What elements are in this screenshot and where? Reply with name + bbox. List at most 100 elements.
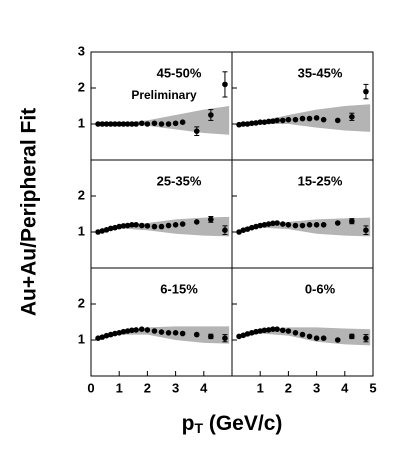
- data-point: [313, 222, 320, 228]
- data-point: [112, 224, 118, 231]
- data-point: [138, 222, 145, 229]
- data-point: [236, 229, 242, 235]
- data-point: [103, 121, 110, 127]
- data-point: [172, 120, 179, 127]
- data-point: [244, 331, 251, 337]
- data-point: [95, 121, 101, 127]
- data-point: [179, 221, 186, 227]
- data-point: [165, 330, 172, 336]
- data-point: [222, 81, 228, 88]
- data-point: [158, 121, 165, 127]
- panel-title: 0-6%: [305, 281, 336, 296]
- data-point: [320, 222, 327, 228]
- data-point: [306, 115, 313, 122]
- data-point: [334, 117, 341, 124]
- data-point: [222, 335, 228, 342]
- x-axis-label: pT (GeV/c): [182, 412, 283, 436]
- data-point: [107, 121, 114, 127]
- x-tick-label: 4: [200, 380, 208, 395]
- data-point: [222, 227, 228, 233]
- data-point: [274, 117, 280, 124]
- data-point: [179, 119, 186, 125]
- data-point: [240, 332, 247, 339]
- y-tick-label: 2: [78, 295, 85, 310]
- data-point: [95, 229, 101, 235]
- data-point: [144, 121, 151, 127]
- x-tick-label: 3: [172, 380, 179, 395]
- data-point: [236, 121, 242, 128]
- data-point: [299, 222, 306, 229]
- data-point: [144, 223, 151, 229]
- data-point: [116, 330, 122, 336]
- x-label-main: p: [182, 412, 195, 435]
- panel-title: 35-45%: [298, 65, 343, 80]
- x-tick-label: 2: [285, 380, 292, 395]
- data-point: [129, 327, 135, 334]
- data-point: [270, 326, 276, 333]
- data-point: [129, 222, 135, 228]
- data-point: [334, 337, 341, 343]
- data-point: [257, 222, 264, 229]
- systematic-band: [96, 106, 230, 135]
- x-tick-label: 1: [116, 380, 123, 395]
- data-point: [99, 334, 106, 340]
- data-point: [95, 335, 101, 342]
- data-point: [236, 333, 242, 340]
- data-point: [120, 328, 127, 335]
- data-point: [285, 222, 292, 228]
- y-tick-label: 1: [78, 115, 85, 130]
- data-point: [144, 327, 151, 333]
- data-point: [193, 331, 200, 338]
- y-axis-label: Au+Au/Peripheral Fit: [18, 108, 41, 316]
- y-tick-label: 2: [78, 79, 85, 94]
- x-label-rest: (GeV/c): [203, 412, 282, 435]
- data-point: [299, 331, 306, 338]
- data-point: [133, 222, 139, 228]
- data-point: [292, 116, 299, 123]
- data-point: [99, 228, 106, 234]
- data-point: [208, 333, 214, 340]
- data-point: [133, 327, 139, 333]
- data-point: [244, 226, 251, 232]
- data-point: [274, 326, 280, 333]
- data-point: [112, 121, 118, 127]
- x-tick-label: 5: [369, 380, 376, 395]
- y-tick-label: 3: [78, 43, 85, 58]
- data-point: [261, 327, 268, 334]
- data-point: [265, 327, 272, 333]
- data-point: [292, 222, 299, 229]
- x-tick-label: 3: [313, 380, 320, 395]
- data-point: [363, 227, 369, 233]
- x-label-sub: T: [194, 420, 203, 436]
- data-point: [124, 328, 131, 334]
- data-point: [248, 224, 255, 231]
- data-point: [172, 222, 179, 228]
- data-point: [253, 223, 259, 230]
- data-point: [349, 333, 355, 340]
- data-point: [193, 219, 200, 225]
- data-point: [265, 118, 272, 125]
- data-point: [279, 221, 286, 227]
- annotation: Preliminary: [131, 88, 197, 102]
- data-point: [107, 225, 114, 232]
- data-point: [138, 120, 145, 127]
- data-point: [124, 121, 131, 127]
- y-tick-label: 1: [78, 223, 85, 238]
- data-point: [116, 223, 122, 230]
- data-point: [253, 120, 259, 126]
- data-point: [270, 220, 276, 227]
- data-point: [151, 120, 158, 127]
- data-point: [103, 332, 110, 339]
- data-point: [363, 335, 369, 342]
- data-point: [248, 330, 255, 336]
- data-point: [279, 327, 286, 334]
- data-point: [279, 117, 286, 124]
- data-point: [129, 121, 135, 127]
- data-point: [112, 330, 118, 337]
- data-point: [165, 222, 172, 229]
- panel-frame: [231, 267, 374, 377]
- data-point: [306, 222, 313, 228]
- y-tick-label: 1: [78, 331, 85, 346]
- data-point: [172, 330, 179, 336]
- data-point: [257, 328, 264, 334]
